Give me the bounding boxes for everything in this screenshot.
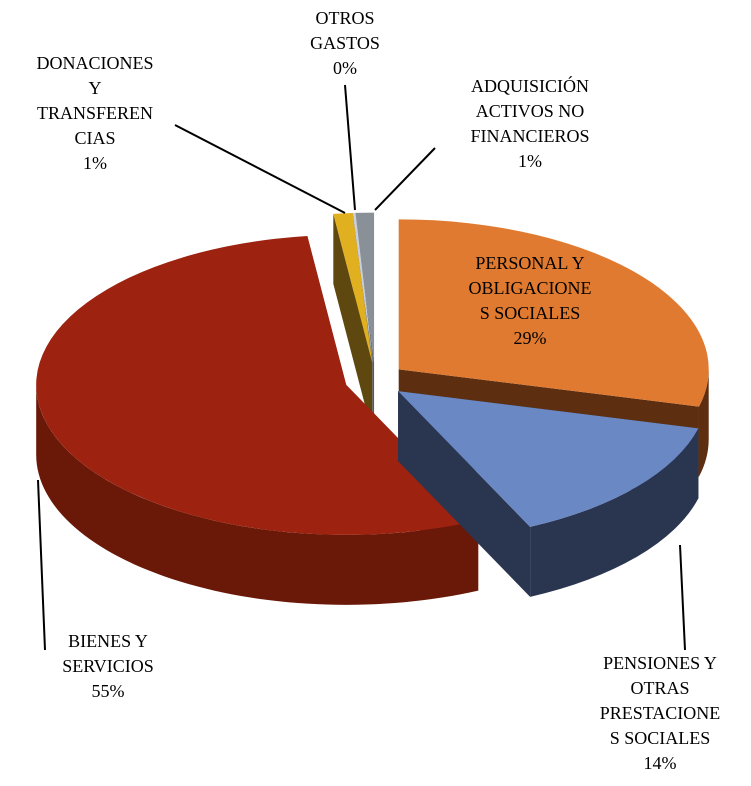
slice [398,219,709,407]
category-label: PENSIONES Y [603,653,717,673]
slice-side [333,213,373,433]
category-label: TRANSFEREN [37,103,153,123]
category-label: SERVICIOS [62,656,154,676]
leader-line [174,124,346,214]
category-label: ACTIVOS NO [476,101,585,121]
category-label: FINANCIEROS [470,126,589,146]
leader-line [679,544,686,651]
category-label: S SOCIALES [480,303,581,323]
category-label: OTROS [315,8,374,28]
slice-side [398,391,531,597]
value-label: 55% [92,681,125,701]
category-label: OTRAS [630,678,689,698]
leader-line [374,147,436,211]
category-label: PRESTACIONE [600,703,721,723]
category-label: CIAS [74,128,115,148]
value-label: 1% [83,153,107,173]
slice-wall [698,369,709,477]
value-label: 1% [518,151,542,171]
slice [398,391,699,527]
category-label: Y [89,78,102,98]
category-label: BIENES Y [68,631,148,651]
slice [333,212,373,363]
category-label: S SOCIALES [610,728,711,748]
slice-wall [36,384,479,605]
category-label: OBLIGACIONE [469,278,592,298]
category-label: DONACIONES [37,53,154,73]
value-label: 14% [644,753,677,773]
category-label: ADQUISICIÓN [471,75,589,96]
slice-wall [530,428,699,597]
leader-line [37,479,46,651]
leader-line [344,84,356,211]
category-label: PERSONAL Y [475,253,584,273]
slice [36,236,479,535]
value-label: 29% [514,328,547,348]
category-label: GASTOS [310,33,380,53]
value-label: 0% [333,58,357,78]
